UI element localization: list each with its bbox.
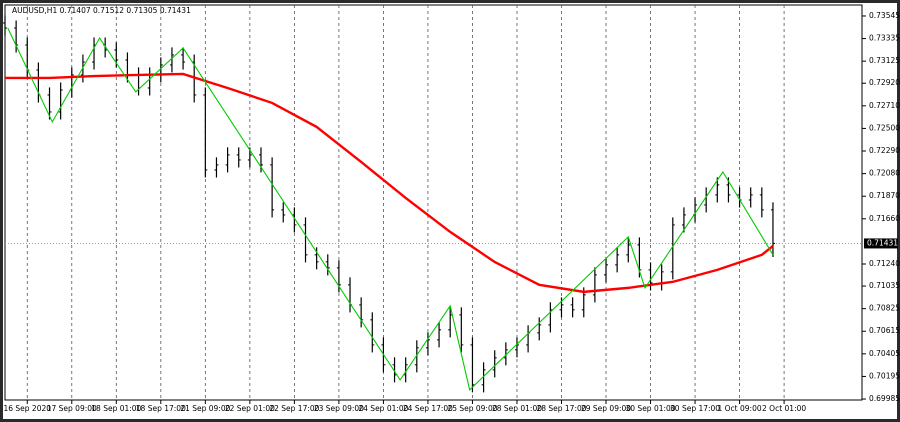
y-tick-label: 0.72080: [869, 169, 900, 178]
chart-background: [3, 3, 897, 419]
x-tick-label: 1 Oct 09:00: [718, 404, 762, 413]
x-tick-label: 28 Sep 17:00: [536, 404, 586, 413]
last-price-box: [864, 238, 898, 249]
y-tick-label: 0.72920: [869, 78, 900, 87]
x-tick-label: 18 Sep 17:00: [136, 404, 186, 413]
quote-open: 0.71407: [60, 6, 91, 15]
y-tick-label: 0.69985: [869, 394, 900, 403]
last-price-label: 0.71431: [867, 238, 898, 247]
x-tick-label: 18 Sep 01:00: [91, 404, 141, 413]
x-tick-label: 29 Sep 09:00: [581, 404, 631, 413]
quote-close: 0.71431: [160, 6, 191, 15]
x-tick-label: 30 Sep 01:00: [626, 404, 676, 413]
indicator-line: [5, 72, 774, 294]
chart-title: AUDUSD,H1: [12, 6, 57, 15]
chart-header: AUDUSD,H1 0.71407 0.71512 0.71305 0.7143…: [12, 6, 191, 15]
x-tick-label: 24 Sep 17:00: [403, 404, 453, 413]
y-tick-label: 0.73545: [869, 11, 900, 20]
y-tick-label: 0.71240: [869, 259, 900, 268]
x-tick-label: 17 Sep 09:00: [47, 404, 97, 413]
x-tick-label: 2 Oct 01:00: [762, 404, 806, 413]
x-tick-label: 22 Sep 17:00: [269, 404, 319, 413]
y-tick-label: 0.71660: [869, 214, 900, 223]
y-tick-label: 0.73335: [869, 34, 900, 43]
x-tick-label: 30 Sep 17:00: [670, 404, 720, 413]
y-tick-label: 0.73125: [869, 56, 900, 65]
y-tick-label: 0.71870: [869, 191, 900, 200]
y-tick-label: 0.71035: [869, 281, 900, 290]
y-tick-label: 0.70615: [869, 326, 900, 335]
x-tick-label: 16 Sep 2020: [3, 404, 51, 413]
quote-high: 0.71512: [93, 6, 124, 15]
x-tick-label: 24 Sep 01:00: [358, 404, 408, 413]
x-tick-label: 23 Sep 09:00: [314, 404, 364, 413]
y-tick-label: 0.70825: [869, 304, 900, 313]
x-tick-label: 25 Sep 09:00: [447, 404, 497, 413]
y-tick-label: 0.70405: [869, 349, 900, 358]
x-tick-label: 21 Sep 09:00: [180, 404, 230, 413]
x-tick-label: 22 Sep 01:00: [225, 404, 275, 413]
plot-frame: [4, 4, 863, 401]
x-tick-label: 28 Sep 01:00: [492, 404, 542, 413]
indicator-line: [7, 27, 774, 391]
y-tick-label: 0.72710: [869, 101, 900, 110]
y-tick-label: 0.72500: [869, 123, 900, 132]
quote-low: 0.71305: [126, 6, 157, 15]
y-tick-label: 0.70195: [869, 371, 900, 380]
y-tick-label: 0.72290: [869, 146, 900, 155]
